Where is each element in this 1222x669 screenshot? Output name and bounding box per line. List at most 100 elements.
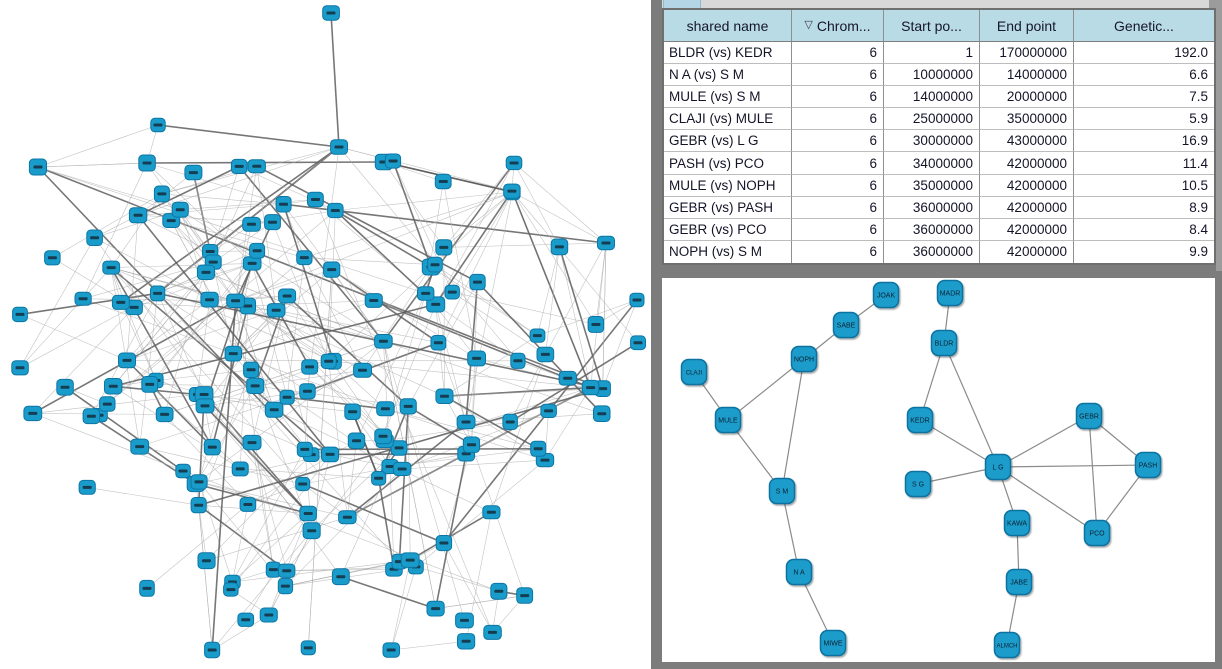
table-cell[interactable]: 1	[884, 42, 980, 65]
network-edge[interactable]	[282, 203, 335, 362]
network-node[interactable]	[242, 216, 261, 232]
network-edge[interactable]	[407, 405, 472, 446]
network-edge[interactable]	[304, 191, 513, 258]
network-edge[interactable]	[392, 160, 453, 293]
network-edge[interactable]	[83, 261, 214, 300]
network-edge[interactable]	[235, 300, 275, 410]
subnetwork-node-bldr[interactable]: BLDR	[930, 329, 958, 357]
network-edge[interactable]	[383, 341, 465, 621]
network-edge[interactable]	[111, 263, 253, 268]
network-edge[interactable]	[304, 447, 539, 451]
network-edge[interactable]	[91, 210, 336, 417]
network-edge[interactable]	[335, 191, 513, 211]
network-node[interactable]	[28, 158, 47, 176]
table-cell[interactable]: 6	[792, 108, 884, 131]
network-edge[interactable]	[384, 421, 511, 442]
network-node[interactable]	[44, 250, 61, 266]
network-edge[interactable]	[139, 293, 158, 447]
network-edge[interactable]	[157, 124, 340, 148]
subnetwork-edge-s-m-n-a[interactable]	[781, 490, 800, 573]
network-node[interactable]	[390, 440, 408, 456]
network-node[interactable]	[247, 159, 266, 174]
network-node[interactable]	[239, 497, 257, 512]
table-cell[interactable]: 36000000	[884, 218, 980, 241]
network-edge[interactable]	[139, 397, 288, 447]
network-node[interactable]	[444, 284, 460, 300]
network-node[interactable]	[597, 235, 615, 251]
network-node[interactable]	[530, 440, 547, 457]
network-edge[interactable]	[247, 483, 303, 505]
network-edge[interactable]	[37, 124, 159, 168]
network-node[interactable]	[629, 292, 645, 308]
network-node[interactable]	[141, 376, 159, 393]
network-node[interactable]	[204, 641, 221, 659]
network-edge[interactable]	[512, 191, 607, 244]
network-node[interactable]	[399, 398, 417, 415]
network-node[interactable]	[430, 335, 447, 351]
network-node[interactable]	[434, 173, 452, 190]
network-edge[interactable]	[37, 166, 426, 294]
network-edge[interactable]	[377, 478, 395, 570]
network-edge[interactable]	[398, 406, 409, 562]
network-edge[interactable]	[272, 222, 329, 362]
network-edge[interactable]	[347, 440, 357, 518]
network-edge[interactable]	[435, 304, 519, 362]
network-edge[interactable]	[537, 299, 638, 336]
table-cell[interactable]: 6	[792, 130, 884, 153]
table-cell[interactable]: 42000000	[980, 152, 1074, 175]
network-node[interactable]	[299, 383, 316, 400]
subnetwork-node-n-a[interactable]: N A	[785, 558, 813, 586]
network-node[interactable]	[78, 479, 96, 495]
network-edge[interactable]	[331, 269, 477, 359]
subnetwork-node-madr[interactable]: MADR	[936, 279, 964, 307]
network-node[interactable]	[371, 471, 387, 486]
network-edge[interactable]	[212, 614, 269, 651]
network-edge[interactable]	[331, 268, 439, 344]
network-edge[interactable]	[211, 530, 312, 651]
subnetwork-node-pash[interactable]: PASH	[1134, 451, 1162, 479]
network-edge[interactable]	[302, 483, 445, 544]
network-edge[interactable]	[64, 386, 184, 472]
network-edge[interactable]	[149, 384, 256, 387]
network-edge[interactable]	[126, 359, 213, 448]
network-edge[interactable]	[356, 293, 426, 441]
network-edge[interactable]	[155, 369, 252, 381]
network-edge[interactable]	[32, 307, 135, 414]
network-edge[interactable]	[198, 505, 213, 651]
network-node[interactable]	[190, 474, 208, 490]
network-edge[interactable]	[113, 303, 436, 388]
network-edge[interactable]	[407, 406, 411, 561]
subnetwork-node-s-g[interactable]: S G	[904, 470, 932, 498]
table-cell[interactable]: 6	[792, 196, 884, 219]
network-edge[interactable]	[155, 250, 258, 381]
network-edge[interactable]	[452, 291, 546, 355]
network-edge[interactable]	[206, 454, 312, 561]
network-node[interactable]	[184, 164, 203, 181]
network-node[interactable]	[469, 273, 486, 291]
network-edge[interactable]	[590, 242, 607, 388]
network-node[interactable]	[82, 408, 101, 425]
network-edge[interactable]	[444, 335, 538, 397]
network-node[interactable]	[426, 296, 446, 313]
table-cell[interactable]: 11.4	[1074, 152, 1214, 175]
table-cell[interactable]: 6	[792, 218, 884, 241]
network-edge[interactable]	[390, 566, 417, 651]
network-edge[interactable]	[383, 161, 445, 248]
network-edge[interactable]	[157, 293, 308, 392]
network-node[interactable]	[427, 256, 443, 273]
network-node[interactable]	[242, 256, 262, 271]
network-edge[interactable]	[204, 394, 275, 411]
network-node[interactable]	[200, 291, 219, 308]
network-edge[interactable]	[193, 172, 211, 252]
network-edge[interactable]	[338, 146, 519, 361]
network-node[interactable]	[230, 158, 248, 174]
table-cell[interactable]: 36000000	[884, 240, 980, 263]
network-edge[interactable]	[195, 483, 207, 561]
network-edge[interactable]	[232, 513, 309, 583]
network-node[interactable]	[246, 377, 265, 395]
network-node[interactable]	[581, 379, 600, 396]
network-edge[interactable]	[443, 191, 513, 248]
network-edge[interactable]	[511, 191, 592, 388]
network-edge[interactable]	[146, 504, 249, 589]
network-node[interactable]	[175, 463, 191, 479]
